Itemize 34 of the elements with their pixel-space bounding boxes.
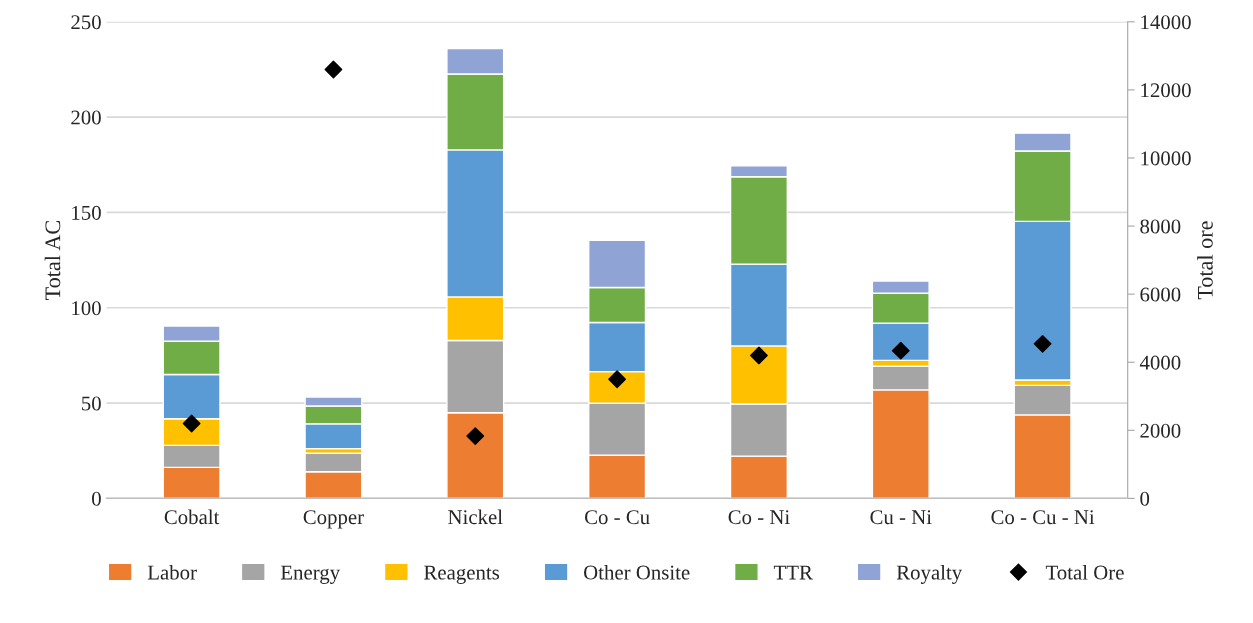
x-tick-label: Cobalt: [164, 509, 220, 525]
y2-tick-label: 4000: [1139, 355, 1181, 370]
x-tick-label: Nickel: [448, 509, 503, 525]
y2-axis-title: Total ore: [1197, 221, 1213, 300]
x-tick-label: Copper: [303, 510, 364, 529]
legend-label: Labor: [147, 564, 197, 580]
x-tick-label: Co - Cu - Ni: [991, 510, 1095, 525]
y-axis-title: Total AC: [44, 221, 61, 300]
y-tick-label: 150: [72, 205, 101, 220]
y2-tick-label: 6000: [1140, 287, 1181, 302]
y-tick-label: 0: [92, 491, 101, 506]
x-tick-label: Cu - Ni: [870, 510, 932, 525]
y2-tick-label: 10000: [1141, 151, 1191, 166]
x-tick-label: Co - Cu: [584, 510, 650, 525]
legend-label: Energy: [280, 565, 341, 584]
x-tick-label: Co - Ni: [728, 510, 790, 525]
y-tick-label: 50: [82, 396, 101, 411]
y-tick-label: 250: [71, 15, 101, 30]
point: [750, 346, 768, 365]
y2-tick-label: 14000: [1141, 15, 1191, 30]
legend-label: Total Ore: [1045, 564, 1124, 580]
y2-tick-label: 2000: [1140, 423, 1181, 438]
point: [1033, 334, 1052, 353]
y2-tick-label: 8000: [1140, 219, 1181, 234]
point: [466, 427, 485, 446]
legend-label: TTR: [773, 565, 813, 580]
y2-tick-label: 12000: [1141, 83, 1191, 98]
y-tick-label: 100: [72, 301, 101, 316]
y-tick-label: 200: [71, 110, 101, 125]
y2-tick-label: 0: [1140, 491, 1150, 506]
legend-label: Royalty: [896, 564, 963, 584]
legend-label: Other Onsite: [584, 564, 690, 580]
legend-label: Reagents: [424, 565, 500, 584]
point: [324, 60, 343, 79]
